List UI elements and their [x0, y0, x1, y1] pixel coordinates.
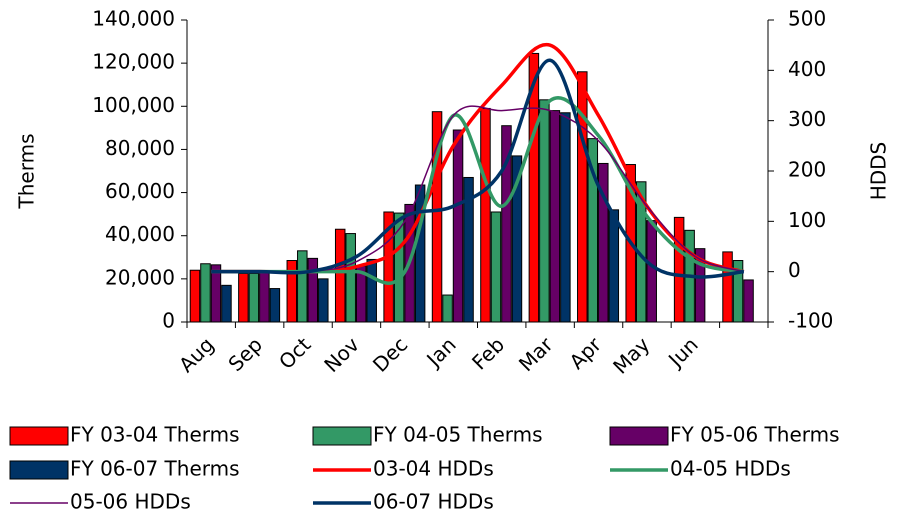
- legend-swatch: [609, 426, 669, 446]
- y2-tick-label: 300: [788, 107, 826, 131]
- bar: [210, 264, 222, 323]
- bar: [598, 162, 609, 323]
- x-tick-label: Aug: [174, 332, 219, 377]
- bar: [560, 112, 571, 323]
- legend-label: FY 06-07 Therms: [70, 457, 240, 481]
- x-tick-label: Nov: [319, 332, 364, 377]
- y2-tick-label: 0: [788, 258, 801, 282]
- y2-tick-label: 500: [788, 7, 826, 31]
- bar: [511, 155, 523, 323]
- bar: [549, 110, 561, 323]
- hdd-line: [211, 96, 745, 285]
- bar: [490, 211, 502, 323]
- bar: [501, 125, 512, 323]
- bar: [480, 107, 491, 323]
- x-tick-label: Sep: [223, 332, 267, 376]
- bar: [414, 184, 426, 323]
- bar: [393, 212, 405, 323]
- bar: [577, 71, 588, 323]
- y-axis-title: Therms: [15, 134, 39, 210]
- bar: [189, 269, 201, 323]
- legend-label: 03-04 HDDs: [373, 457, 494, 481]
- y2-tick-label: 100: [788, 208, 826, 232]
- bar: [743, 279, 754, 323]
- bar: [366, 258, 377, 323]
- bar: [334, 228, 346, 323]
- legend-label: 04-05 HDDs: [670, 457, 791, 481]
- legend-swatch: [9, 460, 69, 480]
- y-tick-label: 40,000: [105, 222, 175, 246]
- bar: [694, 248, 706, 323]
- legend-swatch: [9, 426, 69, 446]
- bar: [673, 216, 685, 323]
- hdd-line: [211, 58, 745, 279]
- hdd-line: [211, 105, 745, 274]
- x-tick-label: Feb: [467, 332, 509, 374]
- bar: [608, 209, 620, 323]
- y-tick-label: 80,000: [105, 136, 175, 160]
- y-tick-label: 100,000: [92, 93, 175, 117]
- bar: [248, 272, 260, 323]
- bar: [646, 220, 657, 323]
- legend-label: FY 04-05 Therms: [373, 423, 543, 447]
- bar: [297, 250, 308, 323]
- bar: [259, 271, 270, 323]
- bar: [587, 138, 599, 323]
- bar: [286, 260, 298, 323]
- bar: [345, 233, 356, 323]
- bar: [722, 251, 733, 323]
- bar: [383, 211, 394, 323]
- bar: [238, 272, 249, 323]
- y-tick-label: 120,000: [92, 50, 175, 74]
- bar: [732, 260, 744, 323]
- y-tick-label: 0: [162, 309, 175, 333]
- bar: [307, 257, 319, 323]
- bar: [463, 176, 474, 323]
- x-tick-label: May: [608, 332, 654, 378]
- y2-tick-label: 200: [788, 158, 826, 182]
- bar: [539, 99, 550, 323]
- y-tick-label: 20,000: [105, 265, 175, 289]
- bar: [431, 111, 443, 323]
- x-tick-label: Dec: [368, 332, 412, 376]
- y2-axis-title: HDDS: [867, 142, 891, 201]
- y-tick-label: 140,000: [92, 7, 175, 31]
- bar: [442, 294, 453, 323]
- bar: [269, 288, 281, 323]
- y2-tick-label: -100: [788, 309, 833, 333]
- legend-swatch: [312, 426, 372, 446]
- bar: [318, 278, 329, 323]
- x-tick-label: Jun: [662, 332, 702, 372]
- x-tick-label: Jan: [421, 332, 461, 372]
- legend-label: 06-07 HDDs: [373, 490, 494, 514]
- x-tick-label: Apr: [565, 332, 607, 374]
- y2-tick-label: 400: [788, 57, 826, 81]
- bar: [221, 284, 232, 323]
- bar: [200, 263, 211, 323]
- legend-label: FY 05-06 Therms: [670, 423, 840, 447]
- x-tick-label: Mar: [514, 332, 558, 376]
- bar: [528, 52, 540, 323]
- legend-label: 05-06 HDDs: [70, 490, 191, 514]
- legend-label: FY 03-04 Therms: [70, 423, 240, 447]
- x-tick-label: Oct: [274, 332, 316, 374]
- y-tick-label: 60,000: [105, 179, 175, 203]
- bar: [452, 129, 464, 323]
